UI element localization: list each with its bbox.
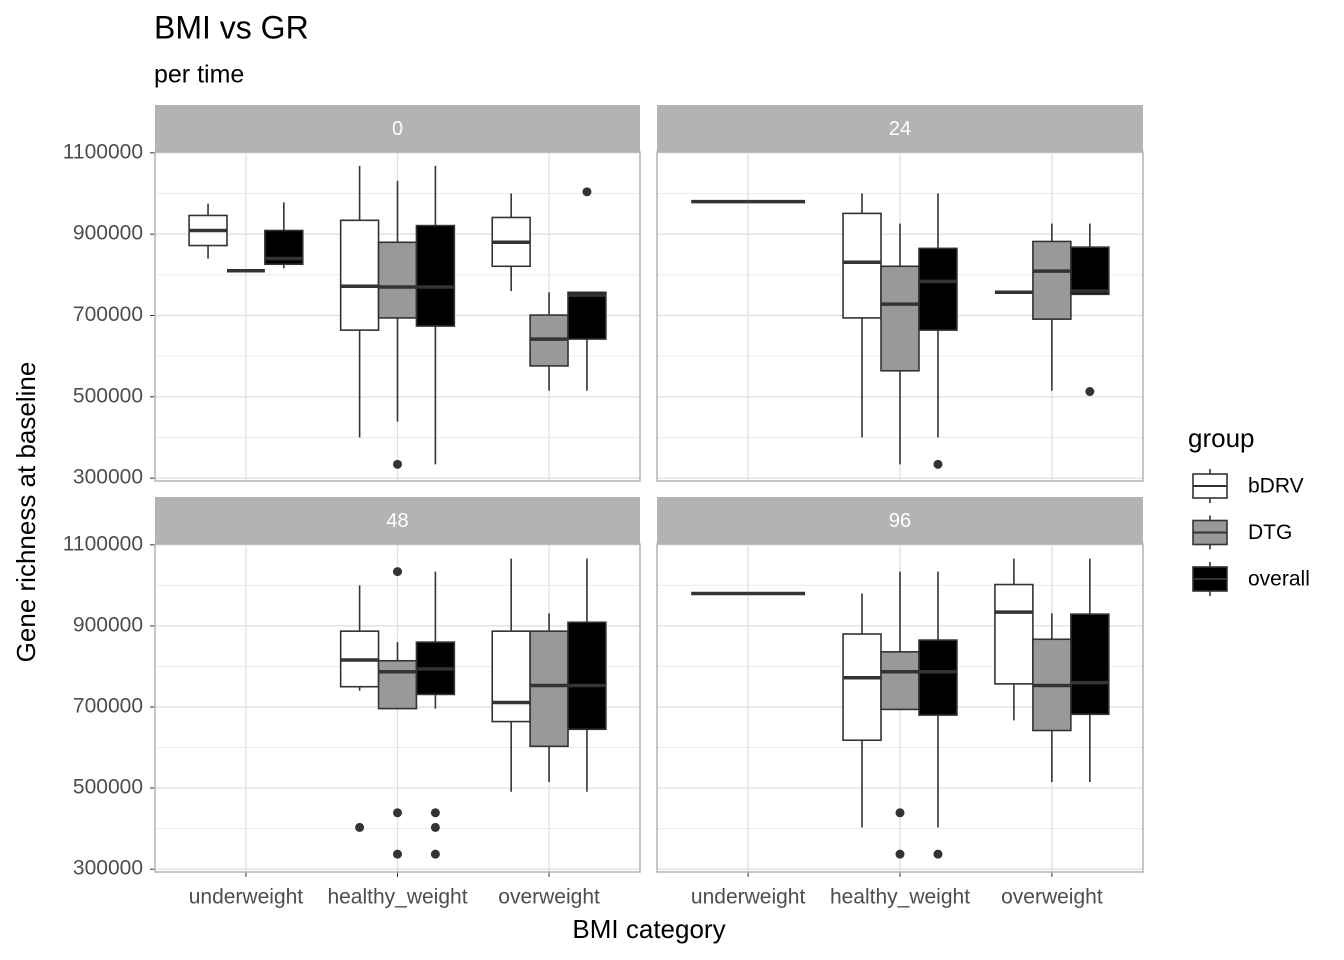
y-tick-label: 300000 — [73, 466, 143, 489]
box — [1070, 246, 1110, 296]
strip — [155, 497, 640, 544]
box — [567, 621, 607, 731]
outlier — [430, 808, 440, 818]
y-axis-title: Gene richness at baseline — [11, 362, 41, 663]
y-tick-label: 1100000 — [63, 140, 143, 163]
box — [529, 630, 569, 748]
strip — [657, 105, 1143, 152]
x-tick-label: healthy_weight — [830, 886, 970, 909]
box — [491, 630, 531, 723]
strip-label: 24 — [889, 118, 911, 140]
box — [1032, 240, 1072, 320]
strip-label: 96 — [889, 510, 911, 532]
x-tick-label: underweight — [189, 886, 304, 909]
box — [918, 639, 958, 716]
box — [377, 659, 418, 710]
outlier — [393, 567, 402, 577]
box — [567, 291, 607, 340]
outlier — [582, 187, 592, 197]
x-tick-label: overweight — [498, 886, 600, 909]
outlier — [393, 459, 402, 469]
legend-label: overall — [1248, 568, 1310, 591]
box — [842, 633, 882, 742]
chart-subtitle: per time — [154, 61, 244, 89]
legend-title: group — [1188, 423, 1255, 453]
y-tick-label: 500000 — [73, 776, 143, 799]
outlier — [933, 459, 943, 469]
box — [880, 651, 920, 711]
y-tick-label: 900000 — [73, 222, 143, 245]
outlier — [393, 849, 402, 859]
box — [1070, 613, 1110, 716]
legend-label: bDRV — [1248, 475, 1304, 498]
outlier — [393, 808, 402, 818]
outlier — [933, 849, 943, 859]
box — [994, 583, 1034, 685]
x-tick-label: healthy_weight — [327, 886, 467, 909]
box — [415, 224, 456, 327]
strip — [155, 105, 640, 152]
y-tick-label: 1100000 — [63, 532, 143, 555]
outlier — [355, 822, 365, 832]
outlier — [895, 808, 905, 818]
x-tick-label: underweight — [691, 886, 806, 909]
strip-label: 0 — [392, 118, 403, 140]
legend-label: DTG — [1248, 521, 1292, 544]
strip-label: 48 — [386, 510, 408, 532]
box — [918, 247, 958, 331]
outlier — [430, 849, 440, 859]
chart-title: BMI vs GR — [154, 9, 309, 45]
x-axis-title: BMI category — [572, 914, 725, 944]
outlier — [1085, 387, 1095, 397]
outlier — [430, 822, 440, 832]
box — [377, 241, 418, 319]
y-tick-label: 700000 — [73, 695, 143, 718]
outlier — [895, 849, 905, 859]
box — [339, 219, 380, 331]
x-tick-label: overweight — [1001, 886, 1103, 909]
y-tick-label: 700000 — [73, 303, 143, 326]
y-tick-label: 500000 — [73, 384, 143, 407]
box — [842, 212, 882, 319]
strip — [657, 497, 1143, 544]
box — [880, 265, 920, 372]
y-tick-label: 300000 — [73, 857, 143, 880]
y-tick-label: 900000 — [73, 613, 143, 636]
